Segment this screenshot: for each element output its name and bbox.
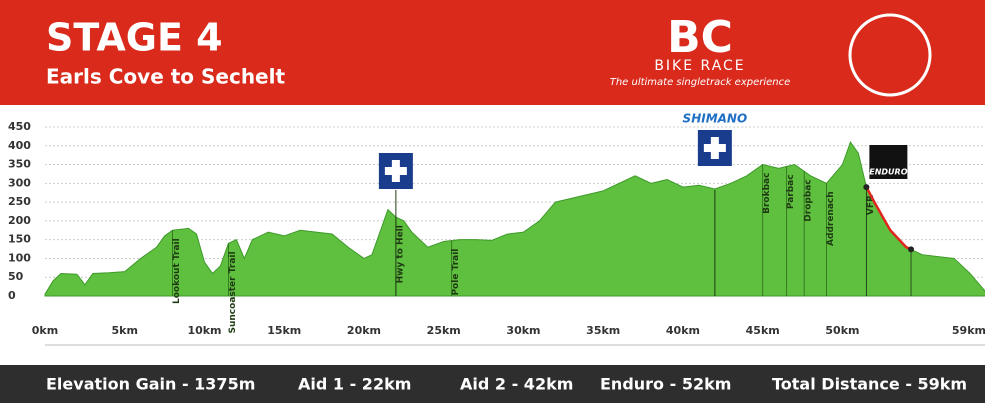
y-tick-label: 50 (8, 270, 24, 283)
footer-stat: Aid 1 - 22km (298, 375, 411, 394)
annotation-label: Dropbac (804, 179, 814, 221)
annotation-label: Addrenach (826, 191, 836, 246)
annotation-label: Suncoaster Trail (228, 251, 238, 333)
annotation-label: Hwy to Hell (395, 225, 405, 283)
logo-icon (848, 13, 932, 97)
annotation-label: Lookout Trail (172, 238, 182, 304)
sponsor: SHIMANO (683, 112, 748, 126)
y-tick-label: 300 (8, 176, 31, 189)
aid-cross (384, 160, 407, 182)
y-tick-label: 200 (8, 214, 31, 227)
enduro-sign (869, 145, 908, 179)
x-tick-label: 20km (347, 324, 381, 337)
enduro-label: ENDURO (869, 168, 907, 177)
footer-stat: Elevation Gain - 1375m (46, 375, 255, 394)
x-tick-label: 0km (32, 324, 58, 337)
y-tick-label: 100 (8, 251, 31, 264)
y-tick-label: 0 (8, 289, 16, 302)
enduro-segment (865, 186, 912, 251)
x-tick-label: 50km (825, 324, 859, 337)
logo: BC (667, 12, 733, 63)
annotation-label: Pole Trail (451, 249, 461, 296)
x-tick-label: 59km (952, 324, 985, 337)
elevation-area (44, 140, 985, 297)
y-tick-label: 450 (8, 120, 31, 133)
tagline: The ultimate singletrack experience (610, 77, 791, 88)
annotation-label: Parbac (786, 174, 796, 209)
x-tick-label: 5km (112, 324, 138, 337)
annotation-label: Brokbac (762, 173, 772, 214)
x-tick-label: 30km (506, 324, 540, 337)
aid-cross (703, 137, 726, 159)
footer-stat: Enduro - 52km (600, 375, 731, 394)
x-tick-label: 35km (586, 324, 620, 337)
annotation-label: VFR (866, 195, 876, 215)
footer-stat: Aid 2 - 42km (460, 375, 573, 394)
footer-band (0, 365, 985, 403)
x-tick-label: 10km (187, 324, 221, 337)
x-tick-label: 40km (666, 324, 700, 337)
x-tick-label: 15km (267, 324, 301, 337)
y-tick-label: 150 (8, 233, 31, 246)
x-tick-label: 45km (746, 324, 780, 337)
x-tick-label: 25km (427, 324, 461, 337)
header-band (0, 0, 985, 105)
y-tick-label: 250 (8, 195, 31, 208)
stage-subtitle: Earls Cove to Sechelt (46, 65, 285, 89)
footer-stat: Total Distance - 59km (772, 375, 967, 394)
y-tick-label: 350 (8, 158, 31, 171)
y-tick-label: 400 (8, 139, 31, 152)
logo-sub: BIKE RACE (654, 58, 745, 74)
stage-title: STAGE 4 (46, 16, 223, 60)
